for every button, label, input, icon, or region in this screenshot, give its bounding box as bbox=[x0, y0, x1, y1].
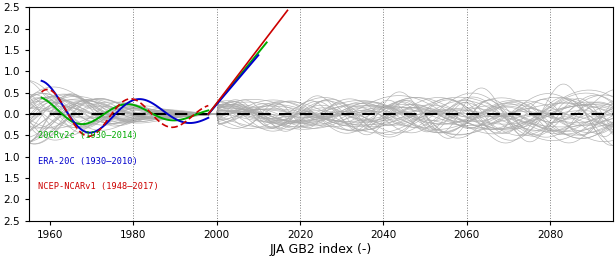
Text: NCEP-NCARv1 (1948–2017): NCEP-NCARv1 (1948–2017) bbox=[38, 182, 159, 191]
X-axis label: JJA GB2 index (-): JJA GB2 index (-) bbox=[270, 242, 372, 256]
Text: ERA-20C (1930—2010): ERA-20C (1930—2010) bbox=[38, 157, 137, 166]
Text: 20CRv2c (1930—2014): 20CRv2c (1930—2014) bbox=[38, 131, 137, 140]
